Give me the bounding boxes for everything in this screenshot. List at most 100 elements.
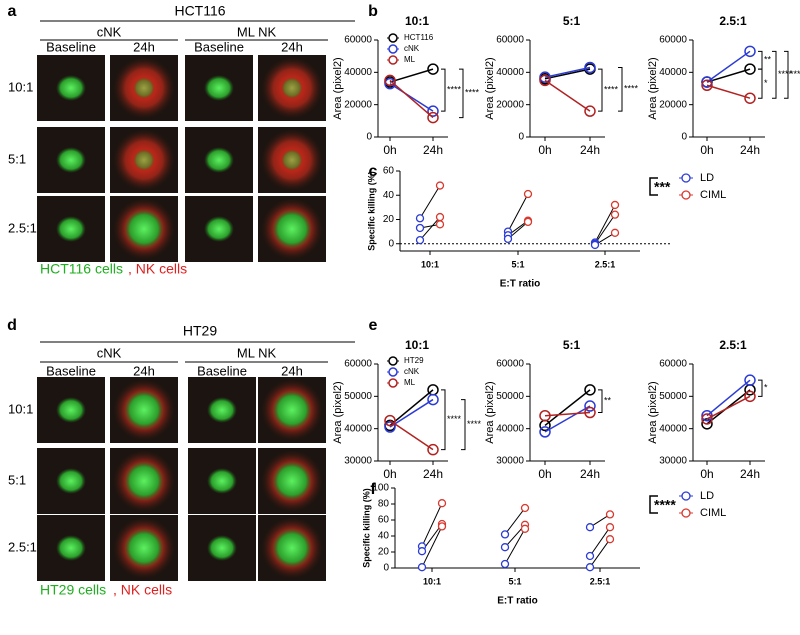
data-point xyxy=(610,228,620,237)
data-point xyxy=(500,559,510,569)
spheroid xyxy=(204,75,234,101)
significance-bracket xyxy=(461,399,466,451)
series-line xyxy=(544,66,591,78)
legend-label: CIML xyxy=(700,507,726,519)
panel-label: b xyxy=(368,3,378,20)
legend-marker xyxy=(388,367,398,377)
legend-marker xyxy=(388,55,398,65)
data-point xyxy=(590,240,600,250)
series-line xyxy=(706,68,751,83)
legend-label: ML xyxy=(404,55,416,64)
timepoint-label: 24h xyxy=(133,363,155,378)
significance-bracket xyxy=(784,50,789,99)
chart-title: 5:1 xyxy=(563,338,581,352)
data-point xyxy=(523,217,533,227)
significance-label: **** xyxy=(465,88,480,98)
y-tick-label: 100 xyxy=(372,483,389,494)
x-tick-label: 0h xyxy=(383,143,396,157)
legend-marker xyxy=(681,173,691,183)
legend-label: cNK xyxy=(404,44,420,53)
significance-label: *** xyxy=(654,179,671,195)
legend-label: LD xyxy=(700,490,714,502)
data-point xyxy=(744,92,756,104)
x-tick-label: 10:1 xyxy=(421,259,439,269)
significance-label: **** xyxy=(654,497,676,513)
spheroid xyxy=(124,390,164,430)
panel-label: e xyxy=(369,317,378,334)
significance-bracket xyxy=(758,68,763,99)
pair-line xyxy=(419,216,441,241)
series-line xyxy=(389,398,434,428)
data-point xyxy=(415,223,425,233)
data-point xyxy=(435,220,445,229)
y-tick-label: 60000 xyxy=(496,359,524,370)
data-point xyxy=(584,400,596,412)
series-line xyxy=(544,79,591,112)
spheroid xyxy=(56,535,86,561)
data-point xyxy=(417,547,427,556)
data-point xyxy=(744,374,756,386)
legend-label: ML xyxy=(404,378,416,387)
x-tick-label: 0h xyxy=(700,467,713,481)
y-tick-label: 60000 xyxy=(659,35,687,46)
x-axis-label: E:T ratio xyxy=(500,279,541,290)
spheroid xyxy=(124,528,164,568)
y-axis-label: Area (pixel2) xyxy=(484,57,496,119)
legend-label: HT29 xyxy=(404,356,424,365)
ratio-label: 5:1 xyxy=(8,472,26,487)
y-tick-label: 30000 xyxy=(659,456,687,467)
x-tick-label: 0h xyxy=(538,467,551,481)
pair-line xyxy=(504,528,526,565)
data-point xyxy=(384,74,396,87)
spheroid xyxy=(124,209,164,249)
legend-marker xyxy=(388,378,398,388)
significance-label: **** xyxy=(467,419,482,429)
x-tick-label: 0h xyxy=(383,467,396,481)
timepoint-label: Baseline xyxy=(46,39,96,54)
x-tick-label: 10:1 xyxy=(423,576,441,586)
data-point xyxy=(427,105,439,117)
data-point xyxy=(415,235,425,245)
x-tick-label: 24h xyxy=(580,143,600,157)
series-line xyxy=(706,379,751,417)
x-tick-label: 0h xyxy=(538,143,551,157)
x-axis-label: E:T ratio xyxy=(497,596,538,607)
pair-line xyxy=(421,526,443,568)
data-point xyxy=(427,393,439,406)
data-point xyxy=(584,406,596,419)
y-tick-label: 40000 xyxy=(344,67,372,78)
legend-marker xyxy=(681,491,691,501)
significance-label: **** xyxy=(778,69,793,79)
spheroid xyxy=(281,77,303,99)
data-point xyxy=(585,551,595,561)
group-label: ML NK xyxy=(237,345,277,360)
significance-bracket xyxy=(649,177,658,196)
significance-label: **** xyxy=(447,84,462,94)
significance-label: ** xyxy=(764,55,772,65)
y-tick-label: 0 xyxy=(518,132,524,143)
y-tick-label: 50000 xyxy=(344,391,372,402)
spheroid xyxy=(207,535,237,561)
spheroid xyxy=(124,461,164,501)
ratio-label: 10:1 xyxy=(8,79,33,94)
data-point xyxy=(520,503,530,513)
series-line xyxy=(544,68,591,80)
spheroid xyxy=(204,147,234,173)
series-line xyxy=(544,411,591,417)
data-point xyxy=(701,76,713,88)
data-point xyxy=(605,535,615,544)
data-point xyxy=(610,210,620,219)
data-point xyxy=(384,421,396,433)
y-axis-label: Area (pixel2) xyxy=(332,381,344,443)
ratio-label: 5:1 xyxy=(8,151,26,166)
data-point xyxy=(384,414,396,427)
panel-label: c xyxy=(369,163,378,180)
y-tick-label: 40000 xyxy=(496,423,524,434)
legend-label: cNK xyxy=(404,367,420,376)
pair-line xyxy=(507,193,529,232)
spheroid xyxy=(133,149,155,171)
series-line xyxy=(706,50,751,83)
y-axis-label: Area (pixel2) xyxy=(647,381,659,443)
data-point xyxy=(610,200,620,210)
data-point xyxy=(701,413,713,425)
